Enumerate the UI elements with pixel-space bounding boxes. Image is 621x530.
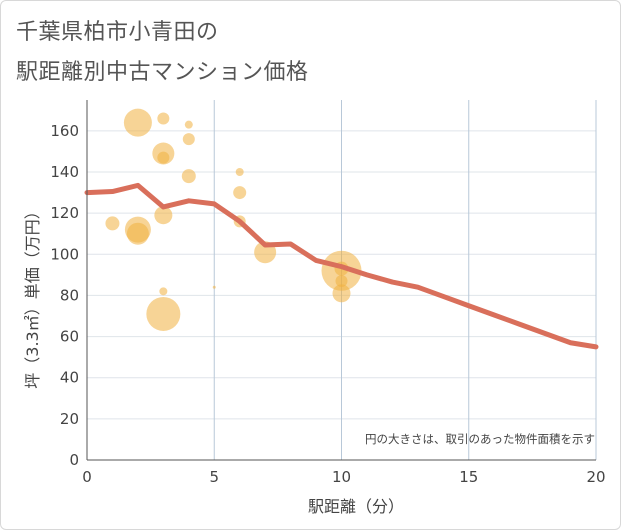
data-point <box>123 108 152 137</box>
data-point <box>157 112 170 125</box>
axis-layer <box>86 100 596 461</box>
tick-layer: 0 20 40 60 80 100 120 140 160 0 5 10 15 20 <box>50 122 605 486</box>
y-tick-label: 0 <box>69 451 79 469</box>
data-point <box>181 169 196 184</box>
y-axis-label: 坪（3.3㎡）単価（万円） <box>23 203 42 388</box>
data-point <box>332 284 351 303</box>
y-tick-label: 40 <box>60 369 79 387</box>
data-point <box>235 168 244 176</box>
data-point <box>182 133 195 146</box>
line-layer <box>84 182 599 350</box>
data-point <box>126 222 149 245</box>
y-tick-label: 60 <box>60 328 79 346</box>
data-point <box>184 120 193 129</box>
data-point <box>146 296 181 331</box>
size-annotation: 円の大きさは、取引のあった物件面積を示す <box>365 432 595 446</box>
x-tick-label: 0 <box>82 468 92 486</box>
chart-title-line2: 駅距離別中古マンション価格 <box>16 60 309 85</box>
x-tick-label: 15 <box>459 468 478 486</box>
data-point <box>233 186 247 200</box>
data-point <box>154 206 173 225</box>
chart-title-line1: 千葉県柏市小青田の <box>16 20 219 45</box>
x-tick-label: 20 <box>586 468 605 486</box>
data-point <box>105 216 120 231</box>
y-tick-label: 80 <box>60 286 79 304</box>
y-tick-label: 120 <box>50 204 79 222</box>
data-point <box>159 287 168 296</box>
data-point <box>212 285 216 289</box>
y-tick-label: 20 <box>60 410 79 428</box>
average-price-line <box>84 182 599 350</box>
data-point <box>335 275 348 288</box>
x-axis-label: 駅距離（分） <box>308 497 404 516</box>
x-tick-label: 5 <box>209 468 219 486</box>
x-tick-label: 10 <box>332 468 351 486</box>
y-tick-label: 100 <box>50 245 79 263</box>
y-tick-label: 160 <box>50 122 79 140</box>
y-tick-label: 140 <box>50 163 79 181</box>
data-point <box>157 151 170 164</box>
